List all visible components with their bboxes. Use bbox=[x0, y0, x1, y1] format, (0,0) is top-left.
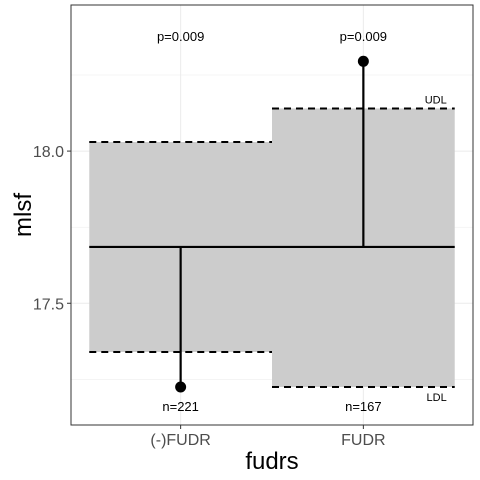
p-value-label: p=0.009 bbox=[340, 29, 387, 44]
group-point bbox=[175, 381, 187, 393]
x-tick-label: (-)FUDR bbox=[150, 432, 210, 449]
group-stems bbox=[179, 61, 365, 387]
ldl-label: LDL bbox=[427, 392, 447, 404]
axis-ticks: 17.5 18.0 (-)FUDR FUDR bbox=[33, 144, 386, 449]
decision-limit-lines bbox=[89, 107, 455, 388]
x-tick-label: FUDR bbox=[341, 432, 385, 449]
y-axis-title: mlsf bbox=[10, 193, 37, 237]
n-count-label: n=221 bbox=[162, 399, 199, 414]
group-point bbox=[357, 55, 369, 67]
panel-border bbox=[70, 4, 474, 426]
p-value-label: p=0.009 bbox=[157, 29, 204, 44]
udl-label: UDL bbox=[425, 94, 447, 106]
y-tick-label: 17.5 bbox=[33, 296, 64, 313]
group-points bbox=[175, 55, 369, 393]
n-count-label: n=167 bbox=[345, 399, 382, 414]
y-tick-label: 18.0 bbox=[33, 144, 64, 161]
x-axis-title: fudrs bbox=[245, 448, 298, 475]
annotations: p=0.009 n=221 p=0.009 n=167 UDL LDL bbox=[157, 29, 447, 414]
